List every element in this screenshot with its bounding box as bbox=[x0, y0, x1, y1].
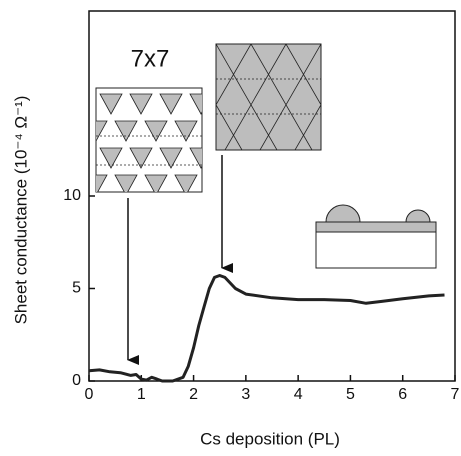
inset-triangle bbox=[220, 148, 242, 168]
inset-triangle bbox=[250, 148, 272, 168]
inset-triangle bbox=[144, 174, 168, 192]
inset-line bbox=[216, 44, 252, 106]
inset-triangle bbox=[235, 175, 257, 195]
inset-line bbox=[259, 44, 321, 150]
inset-triangle bbox=[189, 93, 202, 115]
inset-triangle bbox=[220, 202, 242, 222]
x-tick-label: 3 bbox=[241, 386, 250, 403]
y-tick-label: 5 bbox=[72, 280, 81, 297]
inset-triangle bbox=[99, 147, 123, 169]
inset-triangle bbox=[99, 93, 123, 115]
inset-triangle bbox=[96, 174, 108, 192]
inset-triangle bbox=[114, 120, 138, 142]
data-line bbox=[88, 274, 445, 383]
inset-triangle bbox=[130, 202, 152, 222]
y-tick-label: 0 bbox=[72, 372, 81, 389]
inset-triangle bbox=[160, 202, 182, 222]
x-tick-label: 2 bbox=[189, 386, 198, 403]
x-axis-label: Cs deposition (PL) bbox=[200, 429, 340, 448]
annotation: 7x7 bbox=[131, 45, 170, 72]
inset-lattice bbox=[215, 43, 452, 151]
inset-line bbox=[356, 44, 417, 150]
inset-line bbox=[320, 44, 321, 45]
inset-line bbox=[391, 44, 452, 150]
x-tick-label: 5 bbox=[346, 386, 355, 403]
inset-triangle bbox=[96, 120, 108, 142]
x-tick-label: 0 bbox=[85, 386, 94, 403]
x-tick-label: 6 bbox=[398, 386, 407, 403]
inset-line bbox=[285, 44, 321, 106]
inset-line bbox=[216, 44, 278, 150]
inset-triangle bbox=[205, 175, 227, 195]
inset-triangle bbox=[129, 147, 153, 169]
inset-triangle bbox=[159, 93, 183, 115]
inset-triangle bbox=[174, 174, 198, 192]
inset-line bbox=[250, 44, 313, 150]
inset-line bbox=[224, 44, 287, 150]
x-tick-label: 7 bbox=[451, 386, 460, 403]
inset-triangle bbox=[159, 147, 183, 169]
inset-triangle bbox=[144, 120, 168, 142]
inset-triangle bbox=[250, 202, 272, 222]
inset-triangle bbox=[100, 202, 122, 222]
inset-line bbox=[330, 44, 391, 150]
x-tick-label: 1 bbox=[137, 386, 146, 403]
inset-line bbox=[294, 104, 321, 150]
inset-triangle bbox=[265, 175, 287, 195]
y-tick-label: 10 bbox=[63, 187, 81, 204]
x-tick-label: 4 bbox=[294, 386, 303, 403]
inset-triangle bbox=[189, 147, 202, 169]
inset-triangle bbox=[175, 67, 197, 87]
inset-schematic bbox=[315, 204, 437, 269]
y-axis-label: Sheet conductance (10⁻⁴ Ω⁻¹) bbox=[11, 96, 30, 325]
inset-line bbox=[216, 104, 243, 150]
inset-triangle bbox=[174, 120, 198, 142]
inset-triangle bbox=[190, 202, 212, 222]
inset-7x7 bbox=[95, 67, 287, 222]
inset-triangle bbox=[114, 174, 138, 192]
inset-triangle bbox=[129, 93, 153, 115]
